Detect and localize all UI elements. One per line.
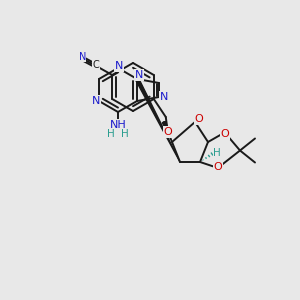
Text: N: N: [92, 96, 100, 106]
Text: N: N: [160, 92, 168, 102]
Text: N: N: [79, 52, 86, 62]
Text: O: O: [195, 114, 203, 124]
Text: O: O: [214, 162, 222, 172]
Text: NH: NH: [110, 120, 126, 130]
Polygon shape: [136, 78, 180, 162]
Text: H: H: [121, 129, 129, 139]
Text: O: O: [220, 129, 230, 139]
Text: N: N: [115, 61, 123, 71]
Polygon shape: [162, 122, 172, 142]
Text: N: N: [135, 70, 143, 80]
Text: O: O: [164, 127, 172, 137]
Text: H: H: [213, 148, 221, 158]
Text: H: H: [107, 129, 115, 139]
Text: C: C: [93, 60, 100, 70]
